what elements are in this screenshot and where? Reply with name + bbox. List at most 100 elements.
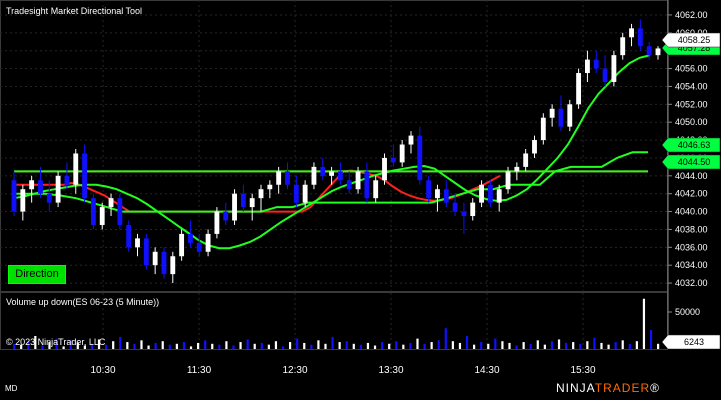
- direction-button[interactable]: Direction: [8, 265, 66, 284]
- volume-bar: [649, 329, 653, 349]
- volume-bar: [34, 336, 37, 349]
- volume-bar: [119, 336, 122, 349]
- volume-bar: [317, 340, 320, 349]
- candle-body: [232, 193, 237, 221]
- volume-bar: [451, 341, 454, 349]
- candle-body: [611, 55, 617, 82]
- volume-bar: [211, 343, 214, 349]
- candle-body: [143, 238, 149, 266]
- badge-shape: [661, 137, 721, 153]
- volume-bar: [373, 345, 377, 349]
- time-tick-label: 14:30: [474, 365, 499, 376]
- volume-bar: [48, 342, 51, 349]
- volume-bar: [267, 344, 270, 349]
- volume-bar: [621, 340, 624, 349]
- candle-body: [205, 233, 211, 252]
- price-tick-label: 4038.00: [675, 224, 708, 234]
- badge-shape: [661, 154, 721, 170]
- volume-bar: [543, 344, 546, 349]
- price-tick-label: 4050.00: [675, 117, 708, 127]
- volume-bar: [154, 342, 157, 349]
- volume-bar: [409, 342, 412, 349]
- volume-bar: [55, 338, 58, 349]
- volume-bar: [437, 340, 440, 349]
- candle-body: [320, 166, 326, 176]
- volume-tick-label: 50000: [675, 307, 700, 317]
- candle-body: [364, 171, 370, 199]
- candle-body: [523, 153, 529, 167]
- volume-bar: [572, 342, 575, 349]
- candle-body: [82, 153, 88, 199]
- volume-bar: [331, 336, 334, 349]
- volume-bar: [338, 342, 341, 349]
- candle-body: [461, 211, 467, 217]
- volume-bar: [657, 343, 660, 349]
- candle-body: [435, 189, 440, 199]
- candle-body: [496, 189, 502, 203]
- candle-body: [170, 256, 176, 275]
- price-tick-label: 4042.00: [675, 189, 708, 199]
- price-tick-label: 4036.00: [675, 242, 708, 252]
- volume-bar: [83, 345, 86, 349]
- candle-body: [126, 224, 132, 248]
- candle-body: [426, 180, 432, 199]
- volume-bar: [416, 338, 419, 349]
- candle-body: [285, 171, 290, 185]
- candle-body: [152, 251, 158, 266]
- volume-bar: [494, 338, 497, 349]
- badge-label: 6243: [684, 337, 704, 347]
- candle-body: [373, 180, 379, 199]
- candle-body: [540, 117, 546, 141]
- candle-body: [90, 198, 96, 225]
- candle-body: [311, 166, 317, 185]
- volume-bar: [239, 342, 242, 349]
- candle-body: [188, 233, 193, 243]
- volume-bar: [635, 341, 638, 349]
- badge-green-level: 4044.50: [661, 154, 721, 170]
- copyright-text: © 2023 NinjaTrader, LLC: [6, 337, 106, 347]
- volume-bar: [27, 341, 30, 349]
- candle-body: [214, 211, 220, 234]
- candle-body: [29, 180, 35, 190]
- volume-bar: [579, 343, 582, 349]
- candle-body: [390, 157, 396, 163]
- volume-bar: [289, 342, 292, 349]
- volume-bar: [614, 342, 617, 349]
- candle-body: [479, 184, 484, 203]
- volume-bar: [607, 344, 610, 349]
- volume-bar: [444, 328, 447, 349]
- volume-bar: [303, 342, 306, 349]
- candle-body: [240, 193, 246, 208]
- candle-body: [532, 140, 537, 154]
- badge-label: 4058.25: [678, 35, 711, 45]
- candle-body: [620, 37, 626, 56]
- volume-bar: [218, 344, 221, 349]
- volume-bar: [246, 339, 249, 349]
- volume-bar: [197, 342, 200, 349]
- volume-bar: [281, 346, 285, 349]
- volume-bar: [296, 338, 299, 349]
- volume-bar: [557, 339, 561, 349]
- volume-bar: [97, 339, 101, 349]
- candle-body: [135, 238, 140, 248]
- badge-volume: 6243: [661, 334, 721, 350]
- volume-bar: [565, 342, 568, 349]
- candle-body: [117, 198, 123, 225]
- candle-body: [223, 211, 229, 221]
- volume-bar: [20, 344, 23, 349]
- candle-body: [267, 184, 273, 190]
- candle-body: [196, 242, 202, 252]
- candle-body: [337, 171, 343, 181]
- volume-bar: [133, 343, 136, 349]
- volume-bar: [402, 344, 405, 349]
- candle-body: [346, 180, 352, 190]
- time-tick-label: 10:30: [90, 365, 115, 376]
- volume-bar: [90, 343, 94, 349]
- candle-body: [637, 28, 643, 47]
- candle-body: [99, 207, 105, 225]
- volume-bar: [536, 340, 539, 349]
- candle-body: [249, 198, 255, 208]
- candle-body: [46, 193, 52, 203]
